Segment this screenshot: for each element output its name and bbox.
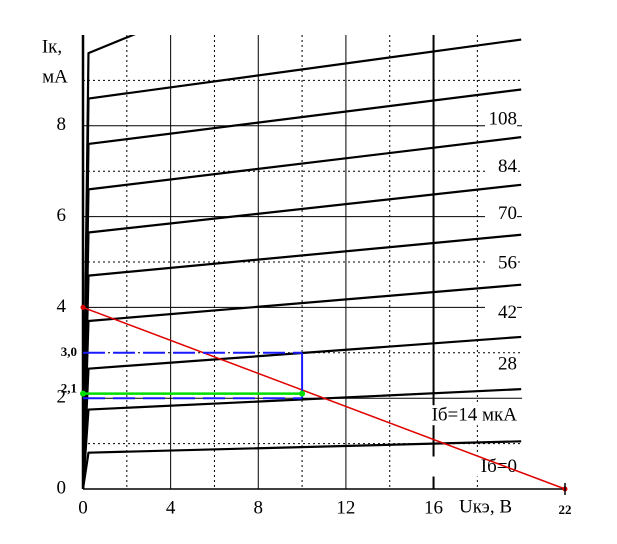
curve-label: 108 xyxy=(489,108,518,129)
y-label: мА xyxy=(42,66,68,87)
x-tick-label: 16 xyxy=(424,497,443,518)
label-bg xyxy=(485,203,517,224)
x-intercept-label: 22 xyxy=(559,502,572,517)
y-tick-label: 0 xyxy=(57,477,67,498)
curve-label: 56 xyxy=(498,252,517,273)
y-label: Iк, xyxy=(42,36,62,57)
y-value-label: 3,0 xyxy=(61,344,77,359)
operating-point xyxy=(80,390,86,397)
x-label: Uкэ, В xyxy=(459,496,512,517)
y-tick-label: 6 xyxy=(57,205,67,226)
label-bg xyxy=(485,156,517,177)
load-point xyxy=(80,304,86,310)
x-tick-label: 8 xyxy=(254,497,264,518)
curves xyxy=(83,35,522,490)
curve-label: Iб=14 мкА xyxy=(432,405,518,426)
y-tick-label: 2 xyxy=(57,387,67,408)
label-bg xyxy=(419,405,517,426)
x-tick-label: 0 xyxy=(78,497,88,518)
y-value-label: 2,1 xyxy=(61,381,77,396)
curve-label: 70 xyxy=(498,203,517,224)
curve-label: 28 xyxy=(498,354,517,375)
label-bg xyxy=(485,109,517,130)
x-tick-label: 12 xyxy=(336,497,355,518)
label-bg xyxy=(485,354,517,375)
label-bg xyxy=(485,302,517,323)
curve-label: 42 xyxy=(498,302,517,323)
x-tick-label: 4 xyxy=(166,497,176,518)
grid xyxy=(81,35,565,490)
curve xyxy=(83,35,136,490)
label-bg xyxy=(485,252,517,273)
y-tick-label: 8 xyxy=(57,114,67,135)
curve-label: 84 xyxy=(498,156,518,177)
y-tick-label: 4 xyxy=(57,296,67,317)
operating-point xyxy=(299,390,306,397)
load-line xyxy=(82,306,566,490)
